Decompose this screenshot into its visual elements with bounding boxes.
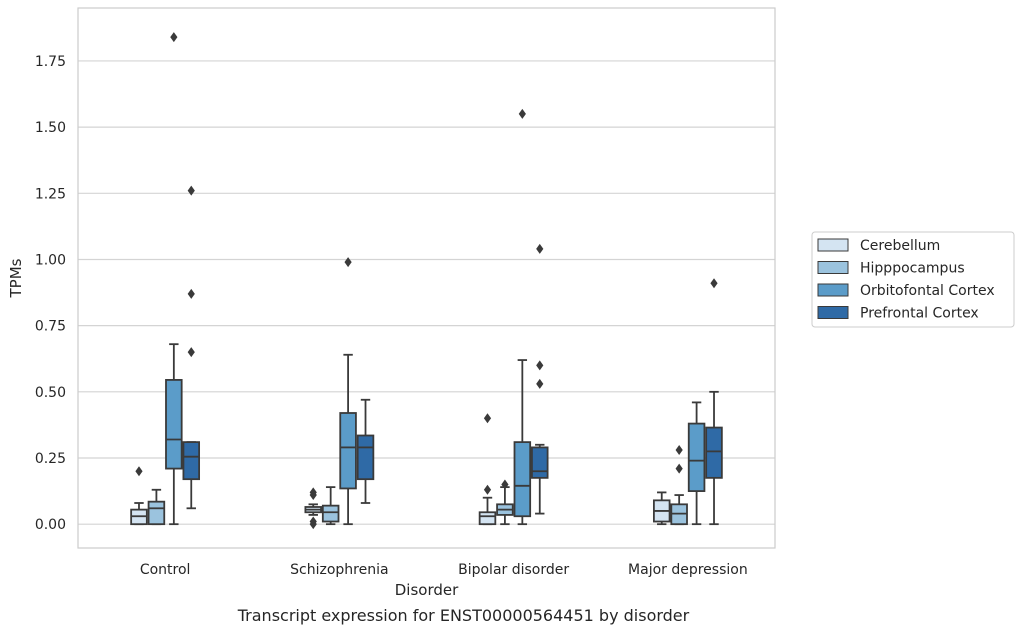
box-iqr — [182, 441, 201, 481]
box-iqr — [356, 434, 375, 481]
outlier-point — [710, 278, 718, 289]
box-prefrontal-cortex-bipolar-disorder — [531, 243, 549, 515]
box-orbitofontal-cortex-control — [165, 32, 183, 526]
legend-swatch — [817, 261, 849, 274]
outlier-point — [675, 463, 683, 474]
x-axis-label: Disorder — [395, 581, 459, 599]
box-hipppocampus-control — [147, 488, 166, 526]
y-axis-label: TPMs — [7, 258, 25, 298]
box-prefrontal-cortex-major-depression — [705, 278, 723, 526]
outlier-point — [483, 413, 492, 424]
box-orbitofontal-cortex-bipolar-disorder — [513, 108, 532, 526]
outlier-point — [675, 445, 683, 456]
box-hipppocampus-major-depression — [670, 445, 688, 526]
y-tick-label: 0.00 — [35, 517, 66, 533]
outlier-point — [135, 466, 143, 477]
y-tick-label: 0.75 — [35, 319, 66, 335]
box-cerebellum-bipolar-disorder — [478, 413, 497, 526]
y-tick-label: 0.50 — [35, 385, 66, 401]
legend-swatch — [817, 238, 849, 252]
box-prefrontal-cortex-control — [182, 185, 201, 510]
x-tick-label: Major depression — [628, 562, 748, 578]
box-orbitofontal-cortex-major-depression — [687, 401, 706, 526]
x-tick-label: Bipolar disorder — [458, 562, 569, 578]
legend-label: Hipppocampus — [860, 261, 965, 277]
y-tick-label: 1.75 — [35, 54, 66, 70]
outlier-point — [187, 347, 195, 358]
y-tick-label: 1.50 — [35, 120, 66, 136]
outlier-point — [536, 360, 544, 371]
y-tick-label: 1.25 — [35, 186, 66, 202]
outlier-point — [170, 32, 178, 43]
plot-area-frame — [77, 7, 776, 549]
legend: Cerebellum Hipppocampus Orbitofontal Corte… — [811, 231, 1015, 328]
outlier-point — [536, 243, 544, 254]
x-tick-label: Schizophrenia — [290, 562, 388, 578]
box-iqr — [531, 446, 549, 479]
outlier-point — [309, 487, 317, 498]
box-cerebellum-schizophrenia — [304, 487, 322, 530]
box-iqr — [687, 422, 706, 492]
box-iqr — [478, 511, 497, 526]
box-prefrontal-cortex-schizophrenia — [356, 398, 375, 504]
box-iqr — [147, 500, 166, 526]
outlier-point — [536, 378, 544, 389]
box-hipppocampus-bipolar-disorder — [496, 479, 514, 526]
y-tick-labels: 0.00 0.25 0.50 0.75 1.00 1.25 1.50 1.75 — [35, 54, 66, 533]
outlier-point — [187, 185, 195, 196]
box-iqr — [165, 379, 183, 470]
box-cerebellum-major-depression — [652, 491, 671, 526]
legend-swatch — [817, 283, 849, 297]
outlier-point — [483, 484, 492, 495]
box-iqr — [513, 441, 532, 518]
legend-swatch — [817, 306, 849, 319]
boxes-layer — [130, 32, 723, 530]
legend-label: Prefrontal Cortex — [860, 306, 979, 322]
box-orbitofontal-cortex-schizophrenia — [339, 257, 357, 526]
y-tick-label: 0.25 — [35, 451, 66, 467]
outlier-point — [187, 288, 195, 299]
box-hipppocampus-schizophrenia — [321, 486, 340, 526]
chart-caption: Transcript expression for ENST0000056445… — [237, 606, 690, 625]
x-tick-label: Control — [140, 562, 191, 578]
box-iqr — [339, 412, 357, 490]
legend-frame — [811, 231, 1015, 328]
outlier-point — [309, 516, 317, 527]
legend-label: Orbitofontal Cortex — [860, 283, 995, 299]
outlier-point — [344, 257, 352, 268]
outlier-point — [501, 479, 509, 490]
box-cerebellum-control — [130, 466, 148, 526]
box-iqr — [321, 504, 340, 523]
x-tick-labels: Control Schizophrenia Bipolar disorder Majo… — [140, 562, 748, 578]
legend-label: Cerebellum — [860, 238, 940, 254]
outlier-point — [518, 108, 526, 119]
y-tick-label: 1.00 — [35, 252, 66, 268]
box-iqr — [705, 426, 723, 479]
